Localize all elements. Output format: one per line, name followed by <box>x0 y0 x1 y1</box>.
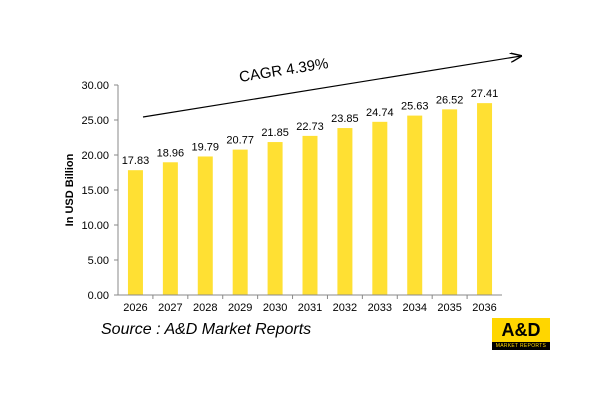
bar-2036 <box>477 103 493 295</box>
data-label-2033: 24.74 <box>366 107 394 119</box>
bar-2033 <box>372 121 388 295</box>
brand-logo: A&D MARKET REPORTS <box>492 318 550 350</box>
y-axis-label: In USD Billion <box>64 153 76 226</box>
data-label-2028: 19.79 <box>192 141 220 153</box>
x-tick-2030: 2030 <box>263 302 287 314</box>
cagr-arrow <box>142 56 521 118</box>
bar-2029 <box>232 149 248 295</box>
cagr-annotation: CAGR 4.39% <box>238 55 330 86</box>
x-tick-2036: 2036 <box>472 302 496 314</box>
y-tick-15.00: 15.00 <box>81 185 109 197</box>
data-label-2034: 25.63 <box>401 101 429 113</box>
data-label-2036: 27.41 <box>471 88 499 100</box>
x-tick-2032: 2032 <box>333 302 357 314</box>
bar-2030 <box>267 142 283 295</box>
y-tick-20.00: 20.00 <box>81 150 109 162</box>
bar-2034 <box>407 115 423 295</box>
x-tick-2028: 2028 <box>193 302 217 314</box>
logo-text: A&D <box>492 318 550 342</box>
x-tick-2026: 2026 <box>123 302 147 314</box>
data-label-2027: 18.96 <box>157 147 185 159</box>
bar-2032 <box>337 128 353 295</box>
bar-2027 <box>162 162 178 295</box>
y-tick-5.00: 5.00 <box>88 255 109 267</box>
y-tick-25.00: 25.00 <box>81 115 109 127</box>
x-tick-2031: 2031 <box>298 302 322 314</box>
data-label-2031: 22.73 <box>296 121 324 133</box>
source-note: Source : A&D Market Reports <box>101 321 312 338</box>
data-label-2032: 23.85 <box>331 113 359 125</box>
data-label-2029: 20.77 <box>226 135 254 147</box>
y-tick-30.00: 30.00 <box>81 80 109 92</box>
bar-2031 <box>302 135 318 295</box>
bar-2035 <box>442 109 458 295</box>
data-label-2026: 17.83 <box>122 155 150 167</box>
x-tick-2029: 2029 <box>228 302 252 314</box>
bar-2026 <box>127 170 143 295</box>
y-tick-0.00: 0.00 <box>88 290 109 302</box>
x-tick-2033: 2033 <box>368 302 392 314</box>
x-tick-2027: 2027 <box>158 302 182 314</box>
y-tick-10.00: 10.00 <box>81 220 109 232</box>
bar-2028 <box>197 156 213 295</box>
x-tick-2035: 2035 <box>437 302 461 314</box>
logo-subtext: MARKET REPORTS <box>495 343 547 349</box>
data-label-2035: 26.52 <box>436 94 464 106</box>
x-tick-2034: 2034 <box>402 302 426 314</box>
data-label-2030: 21.85 <box>261 127 289 139</box>
